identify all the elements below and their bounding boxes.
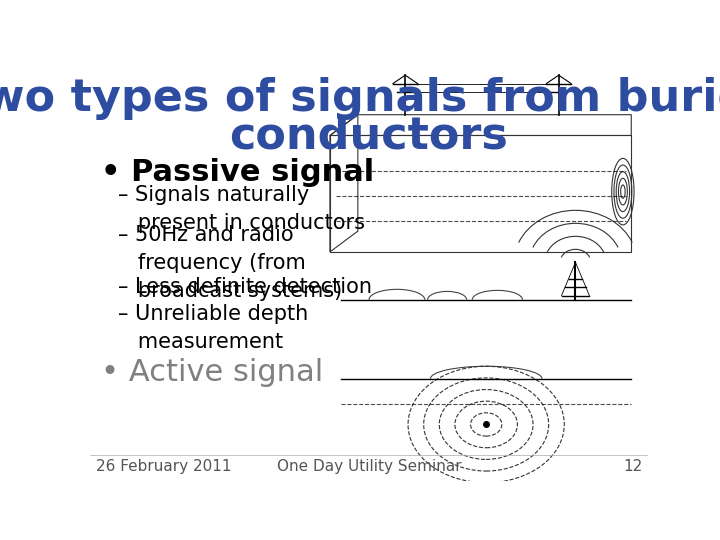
Text: • Active signal: • Active signal (101, 358, 323, 387)
Text: 26 February 2011: 26 February 2011 (96, 459, 231, 474)
Text: – Unreliable depth
   measurement: – Unreliable depth measurement (118, 304, 308, 352)
Text: conductors: conductors (230, 114, 508, 158)
Text: Two types of signals from buried: Two types of signals from buried (0, 77, 720, 120)
Text: 香港 管綫: 香港 管綫 (632, 21, 660, 30)
Text: • Passive signal: • Passive signal (101, 158, 374, 187)
Text: – Signals naturally
   present in conductors: – Signals naturally present in conductor… (118, 185, 365, 233)
Text: – Less definite detection: – Less definite detection (118, 277, 372, 297)
Text: One Day Utility Seminar: One Day Utility Seminar (276, 459, 462, 474)
Text: 專業學會: 專業學會 (634, 45, 659, 55)
Text: 12: 12 (624, 459, 642, 474)
Text: HKIUS: HKIUS (473, 28, 531, 45)
Text: – 50Hz and radio
   frequency (from
   broadcast systems): – 50Hz and radio frequency (from broadca… (118, 225, 342, 301)
